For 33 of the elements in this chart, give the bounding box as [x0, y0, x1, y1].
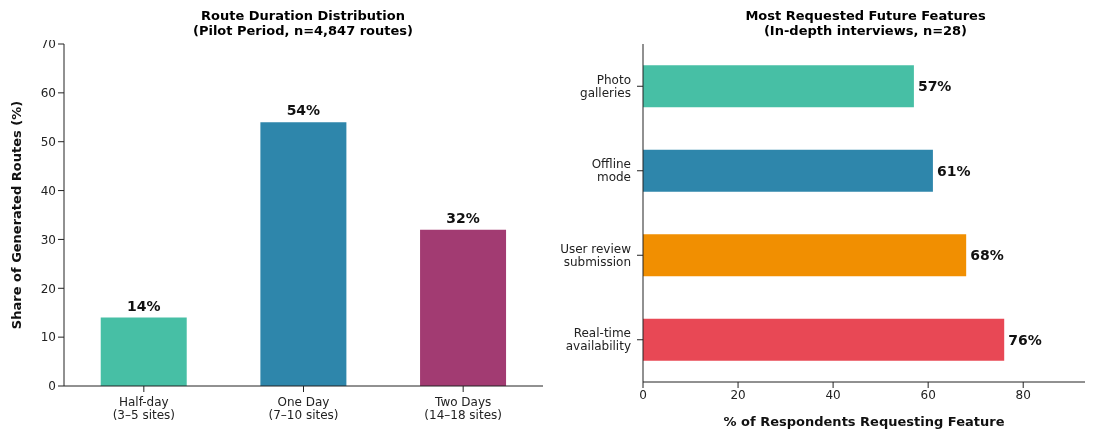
y-tick-label: Offline mode — [591, 157, 631, 185]
data-label: 14% — [126, 297, 161, 314]
bar — [100, 317, 187, 386]
y-axis-title: Share of Generated Routes (%) — [8, 100, 24, 330]
x-tick-label: 20 — [730, 387, 746, 402]
data-label: 57% — [917, 78, 952, 95]
data-label: 61% — [936, 162, 971, 179]
y-tick-label: 20 — [40, 281, 56, 296]
y-tick-label: User review submission — [560, 241, 632, 269]
x-tick-label: 80 — [1015, 387, 1031, 402]
bar — [420, 229, 507, 386]
x-tick-label: One Day (7–10 sites) — [268, 395, 339, 422]
chart-title: Route Duration Distribution (Pilot Period, n=4,847 routes) — [191, 8, 415, 38]
y-tick-label: Photo galleries — [580, 72, 631, 100]
y-tick-label: 30 — [40, 232, 56, 247]
x-tick-label: Half-day (3–5 sites) — [112, 395, 176, 422]
x-axis-title: % of Respondents Requesting Feature — [723, 414, 1005, 429]
data-label: 76% — [1008, 331, 1042, 348]
bar — [260, 122, 347, 386]
y-tick-label: 70 — [40, 37, 56, 52]
data-label: 32% — [446, 209, 480, 226]
x-tick-label: 60 — [920, 387, 936, 402]
y-tick-label: Real-time availability — [565, 326, 631, 354]
y-tick-label: 60 — [40, 86, 56, 101]
y-tick-label: 40 — [40, 183, 56, 198]
data-label: 68% — [970, 247, 1004, 264]
chart-title: Most Requested Future Features (In-depth interviews, n=28) — [744, 8, 987, 38]
y-tick-label: 50 — [40, 134, 56, 149]
x-tick-label: 40 — [825, 387, 841, 402]
x-tick-label: 0 — [639, 387, 647, 402]
y-tick-label: 10 — [40, 330, 56, 345]
x-tick-label: Two Days (14–18 sites) — [424, 395, 502, 422]
data-label: 54% — [286, 102, 321, 119]
